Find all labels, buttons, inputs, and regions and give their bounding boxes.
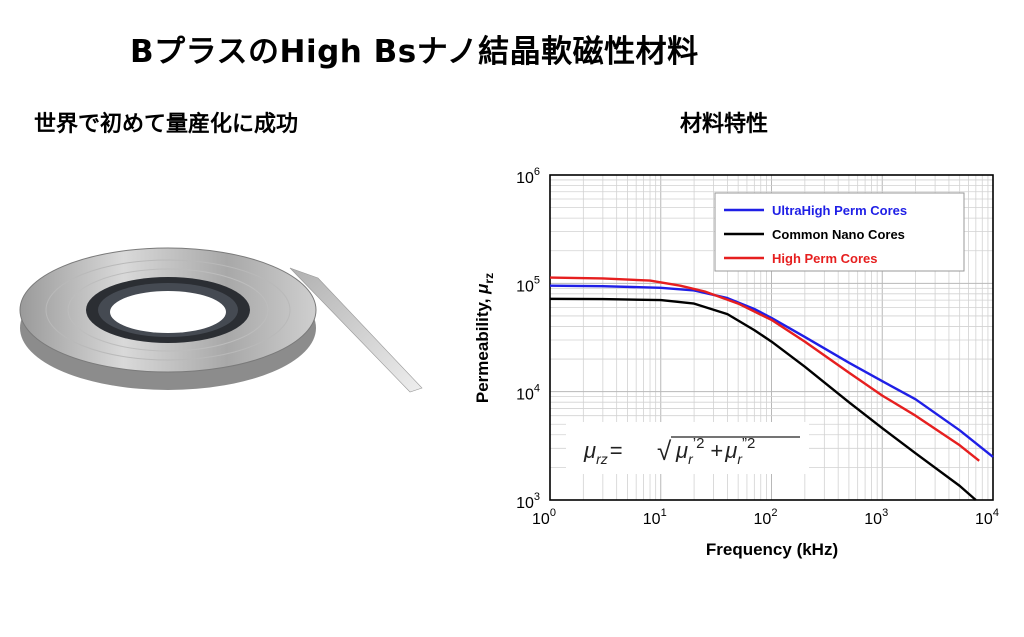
y-tick-base: 10 (516, 278, 534, 295)
legend-label-common: Common Nano Cores (772, 227, 905, 242)
legend-label-highperm: High Perm Cores (772, 251, 877, 266)
x-axis-label: Frequency (kHz) (706, 540, 838, 559)
formula-term2-sub: r (737, 451, 743, 467)
material-properties-caption: 材料特性 (680, 112, 769, 137)
reel-hole (110, 291, 226, 333)
plot-frame (549, 174, 994, 501)
formula-plus: + (710, 438, 723, 463)
x-tick-exp: 4 (993, 507, 999, 519)
y-tick-base: 10 (516, 495, 534, 512)
formula-box: μrz= √ μr’2 +μr”2 (566, 422, 809, 474)
y-tick-label: 103 (516, 491, 540, 512)
x-tick-exp: 0 (550, 507, 556, 519)
x-tick-base: 10 (643, 511, 661, 528)
y-tick-exp: 5 (534, 274, 540, 286)
y-tick-label: 105 (516, 274, 540, 295)
x-tick-label: 104 (975, 507, 999, 528)
chart-legend: UltraHigh Perm Cores Common Nano Cores H… (714, 192, 965, 272)
x-tick-label: 101 (643, 507, 667, 528)
formula-term1: μ (675, 438, 688, 463)
y-tick-label: 106 (516, 166, 540, 187)
x-tick-exp: 2 (771, 507, 777, 519)
formula-term1-sub: r (688, 451, 694, 467)
y-axis-label-sub: rz (482, 273, 496, 284)
y-tick-label: 104 (516, 383, 540, 404)
y-tick-base: 10 (516, 387, 534, 404)
legend-label-ultrahigh: UltraHigh Perm Cores (772, 203, 907, 218)
slide-title: BプラスのHigh Bsナノ結晶軟磁性材料 (130, 34, 699, 70)
y-tick-exp: 3 (534, 491, 540, 503)
formula-term1-sup: ’2 (693, 435, 705, 452)
x-tick-exp: 3 (882, 507, 888, 519)
x-tick-base: 10 (864, 511, 882, 528)
ribbon-reel-image (19, 247, 423, 393)
series-line-ultrahigh-perm-cores (549, 284, 994, 458)
x-tick-label: 102 (754, 507, 778, 528)
x-tick-base: 10 (975, 511, 993, 528)
formula-lhs-sub: rz (596, 451, 608, 467)
y-tick-exp: 4 (534, 383, 540, 395)
ribbon-tail (289, 267, 423, 393)
formula-equals: = (610, 438, 623, 463)
svg-text:μrz=: μrz= (583, 438, 623, 467)
y-axis-label-symbol: μ (473, 283, 492, 295)
formula-term2: μ (724, 438, 737, 463)
x-tick-base: 10 (532, 511, 550, 528)
x-tick-base: 10 (754, 511, 772, 528)
series-line-common-nano-cores (549, 297, 977, 501)
chart-series (549, 276, 994, 501)
x-tick-label: 103 (864, 507, 888, 528)
y-axis-label: Permeability, μrz (473, 273, 496, 403)
svg-text:μr’2+μr”2: μr’2 +μr”2 (675, 435, 755, 467)
x-tick-exp: 1 (661, 507, 667, 519)
y-axis-label-text: Permeability, (473, 294, 492, 403)
mass-production-caption: 世界で初めて量産化に成功 (34, 112, 299, 137)
formula-root: √ (657, 436, 672, 466)
formula-lhs: μ (583, 438, 596, 463)
y-tick-exp: 6 (534, 166, 540, 178)
series-line-high-perm-cores (549, 276, 980, 462)
x-tick-label: 100 (532, 507, 556, 528)
y-tick-base: 10 (516, 170, 534, 187)
formula-term2-sup: ”2 (742, 435, 755, 452)
